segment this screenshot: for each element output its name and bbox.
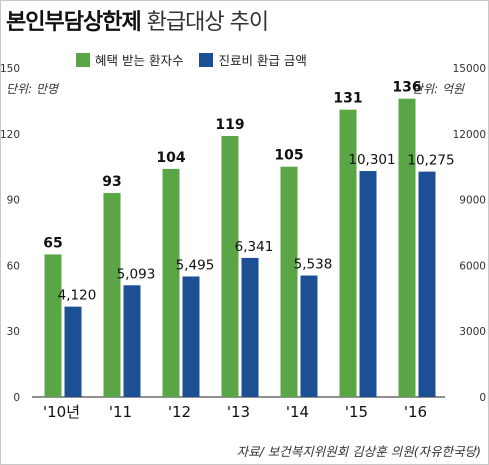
source-note: 자료/ 보건복지위원회 김상훈 의원(자유한국당) (236, 444, 481, 459)
label-patients-6: 136 (392, 80, 421, 96)
label-refund-2: 5,495 (176, 257, 215, 273)
label-patients-2: 104 (156, 150, 185, 166)
x-category-label-1: '11 (109, 403, 132, 421)
label-refund-4: 5,538 (294, 257, 333, 273)
left-tick-label-1: 30 (7, 326, 20, 338)
left-tick-label-0: 0 (13, 392, 20, 404)
label-refund-6: 10,275 (407, 153, 454, 169)
unit-right-label: 단위: 억원 (412, 82, 465, 96)
label-patients-0: 65 (43, 235, 62, 251)
bar-patients-2 (162, 168, 180, 397)
title-bold: 본인부담상한제 (6, 10, 142, 35)
bar-refund-5 (359, 171, 377, 397)
label-patients-3: 119 (215, 117, 244, 133)
label-patients-4: 105 (274, 148, 303, 164)
unit-left-label: 단위: 만명 (6, 82, 59, 96)
bar-patients-3 (221, 135, 239, 397)
right-tick-label-4: 12000 (453, 129, 486, 141)
chart-title: 본인부담상한제 환급대상 추이 (6, 4, 269, 36)
x-category-label-0: '10년 (43, 403, 80, 421)
legend-label-patients: 혜택 받는 환자수 (95, 53, 184, 68)
right-tick-label-3: 9000 (459, 195, 486, 207)
bar-patients-4 (280, 166, 298, 397)
label-patients-1: 93 (102, 174, 121, 190)
bar-refund-4 (300, 275, 318, 397)
x-category-label-2: '12 (168, 403, 191, 421)
label-refund-5: 10,301 (348, 152, 395, 168)
label-refund-1: 5,093 (117, 266, 156, 282)
bar-patients-6 (398, 98, 416, 397)
bar-patients-1 (103, 193, 121, 397)
legend-label-refund: 진료비 환급 금액 (218, 53, 307, 68)
label-refund-3: 6,341 (235, 239, 274, 255)
right-tick-label-5: 15000 (453, 63, 486, 75)
legend-swatch-refund (199, 52, 214, 67)
bar-patients-5 (339, 109, 357, 397)
bar-refund-6 (418, 171, 436, 397)
legend: 혜택 받는 환자수 진료비 환급 금액 (76, 50, 323, 69)
x-category-label-4: '14 (286, 403, 309, 421)
left-tick-label-5: 150 (0, 63, 20, 75)
label-refund-0: 4,120 (58, 288, 97, 304)
legend-item-refund: 진료비 환급 금액 (199, 50, 307, 69)
bar-refund-0 (64, 306, 82, 397)
legend-item-patients: 혜택 받는 환자수 (76, 50, 183, 69)
x-category-label-5: '15 (345, 403, 368, 421)
right-tick-label-2: 6000 (459, 260, 486, 272)
bar-patients-0 (44, 254, 62, 397)
legend-swatch-patients (76, 52, 90, 67)
right-tick-label-0: 0 (479, 392, 486, 404)
title-light: 환급대상 추이 (146, 10, 269, 35)
label-patients-5: 131 (333, 91, 362, 107)
left-tick-label-2: 60 (7, 260, 20, 272)
left-tick-label-4: 120 (0, 129, 20, 141)
x-category-label-6: '16 (404, 403, 427, 421)
bar-refund-1 (123, 285, 141, 397)
left-tick-label-3: 90 (7, 195, 20, 207)
right-tick-label-1: 3000 (459, 326, 486, 338)
bar-refund-2 (182, 276, 200, 397)
bar-refund-3 (241, 257, 259, 397)
x-category-label-3: '13 (227, 403, 250, 421)
